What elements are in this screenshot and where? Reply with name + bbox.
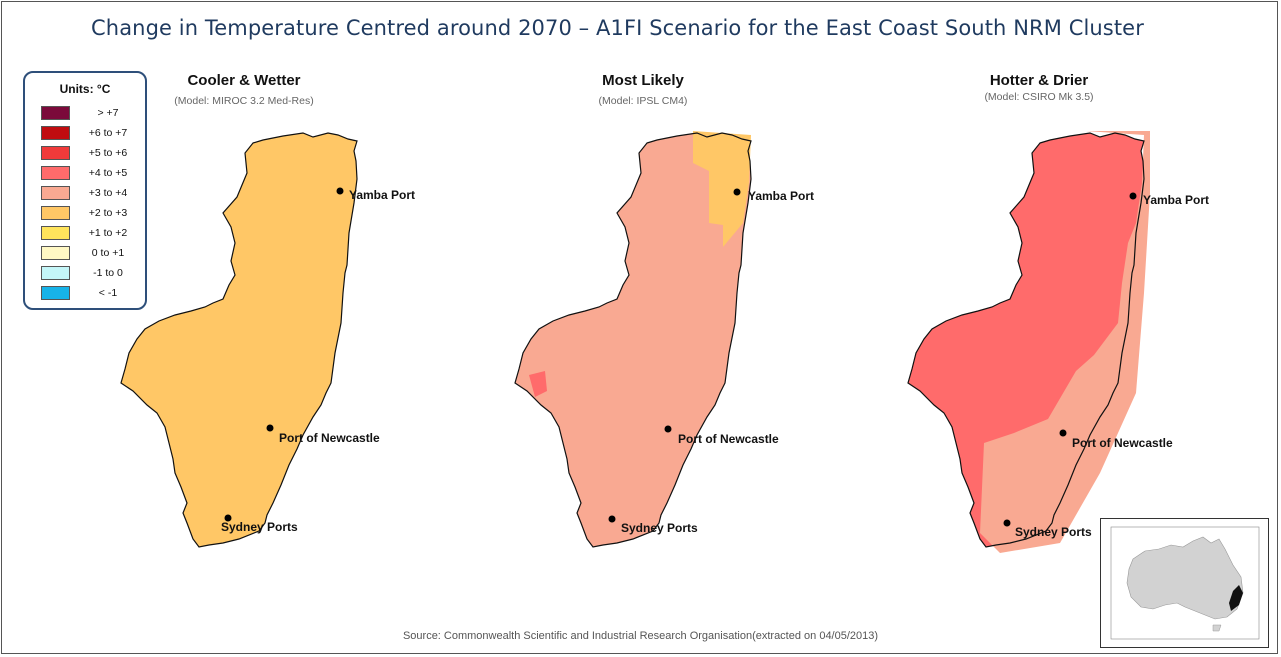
map-zone-warm (693, 131, 751, 247)
legend-swatch (41, 286, 70, 300)
port-marker-yamba (733, 188, 741, 196)
legend-swatch (41, 266, 70, 280)
legend-item: -1 to 0 (41, 266, 141, 282)
legend-swatch (41, 246, 70, 260)
legend-label: +4 to +5 (88, 167, 128, 179)
panel-subtitle-most-likely: (Model: IPSL CM4) (598, 95, 688, 107)
port-marker-yamba (1129, 192, 1137, 200)
legend-item: +1 to +2 (41, 226, 141, 242)
port-marker-newcastle (1059, 429, 1067, 437)
legend-label: +1 to +2 (88, 227, 128, 239)
figure-title: Change in Temperature Centred around 207… (91, 16, 1144, 40)
legend-item: +6 to +7 (41, 126, 141, 142)
map-zone-warm (980, 131, 1150, 553)
legend-item: 0 to +1 (41, 246, 141, 262)
port-label-sydney: Sydney Ports (621, 521, 698, 535)
port-label-yamba: Yamba Port (748, 189, 814, 203)
legend-label: +6 to +7 (88, 127, 128, 139)
legend-swatch (41, 126, 70, 140)
australia-outline-icon (1110, 526, 1260, 640)
map-region-most-likely (514, 131, 752, 548)
port-marker-sydney (224, 514, 232, 522)
map-region-hotter-drier (907, 131, 1150, 553)
port-marker-newcastle (664, 425, 672, 433)
legend-item: > +7 (41, 106, 141, 122)
legend-swatch (41, 106, 70, 120)
source-note: Source: Commonwealth Scientific and Indu… (402, 630, 879, 642)
legend-item: +2 to +3 (41, 206, 141, 222)
panel-subtitle-hotter-drier: (Model: CSIRO Mk 3.5) (984, 91, 1094, 103)
legend-label: -1 to 0 (93, 267, 123, 279)
legend-item: +5 to +6 (41, 146, 141, 162)
legend-item: +4 to +5 (41, 166, 141, 182)
panel-title-most-likely: Most Likely (602, 72, 684, 89)
map-region-cooler-wetter (120, 132, 358, 548)
legend-label: 0 to +1 (91, 247, 125, 259)
port-label-newcastle: Port of Newcastle (678, 432, 779, 446)
port-label-yamba: Yamba Port (349, 188, 415, 202)
legend-label: +5 to +6 (88, 147, 128, 159)
legend: Units: °C > +7 +6 to +7 +5 to +6 +4 to +… (23, 71, 147, 310)
panel-title-hotter-drier: Hotter & Drier (989, 72, 1089, 89)
panel-subtitle-cooler-wetter: (Model: MIROC 3.2 Med-Res) (174, 95, 314, 107)
legend-swatch (41, 206, 70, 220)
legend-swatch (41, 166, 70, 180)
legend-label: +3 to +4 (88, 187, 128, 199)
port-label-newcastle: Port of Newcastle (279, 431, 380, 445)
legend-swatch (41, 146, 70, 160)
map-zone-hot (529, 371, 547, 397)
legend-title: Units: °C (59, 82, 111, 96)
legend-item: +3 to +4 (41, 186, 141, 202)
legend-swatch (41, 186, 70, 200)
port-markers-hotter-drier: Yamba Port Port of Newcastle Sydney Port… (1003, 192, 1209, 539)
port-marker-yamba (336, 187, 344, 195)
legend-label: < -1 (98, 287, 118, 299)
port-label-yamba: Yamba Port (1143, 193, 1209, 207)
port-label-sydney: Sydney Ports (221, 520, 298, 534)
port-marker-sydney (608, 515, 616, 523)
port-label-newcastle: Port of Newcastle (1072, 436, 1173, 450)
panel-title-cooler-wetter: Cooler & Wetter (187, 72, 301, 89)
port-markers-cooler-wetter: Yamba Port Port of Newcastle Sydney Port… (221, 187, 415, 534)
legend-swatch (41, 226, 70, 240)
port-marker-sydney (1003, 519, 1011, 527)
port-label-sydney: Sydney Ports (1015, 525, 1092, 539)
inset-locator-map (1100, 518, 1269, 648)
legend-label: > +7 (97, 107, 119, 119)
port-markers-most-likely: Yamba Port Port of Newcastle Sydney Port… (608, 188, 814, 535)
legend-label: +2 to +3 (88, 207, 128, 219)
legend-item: < -1 (41, 286, 141, 302)
port-marker-newcastle (266, 424, 274, 432)
